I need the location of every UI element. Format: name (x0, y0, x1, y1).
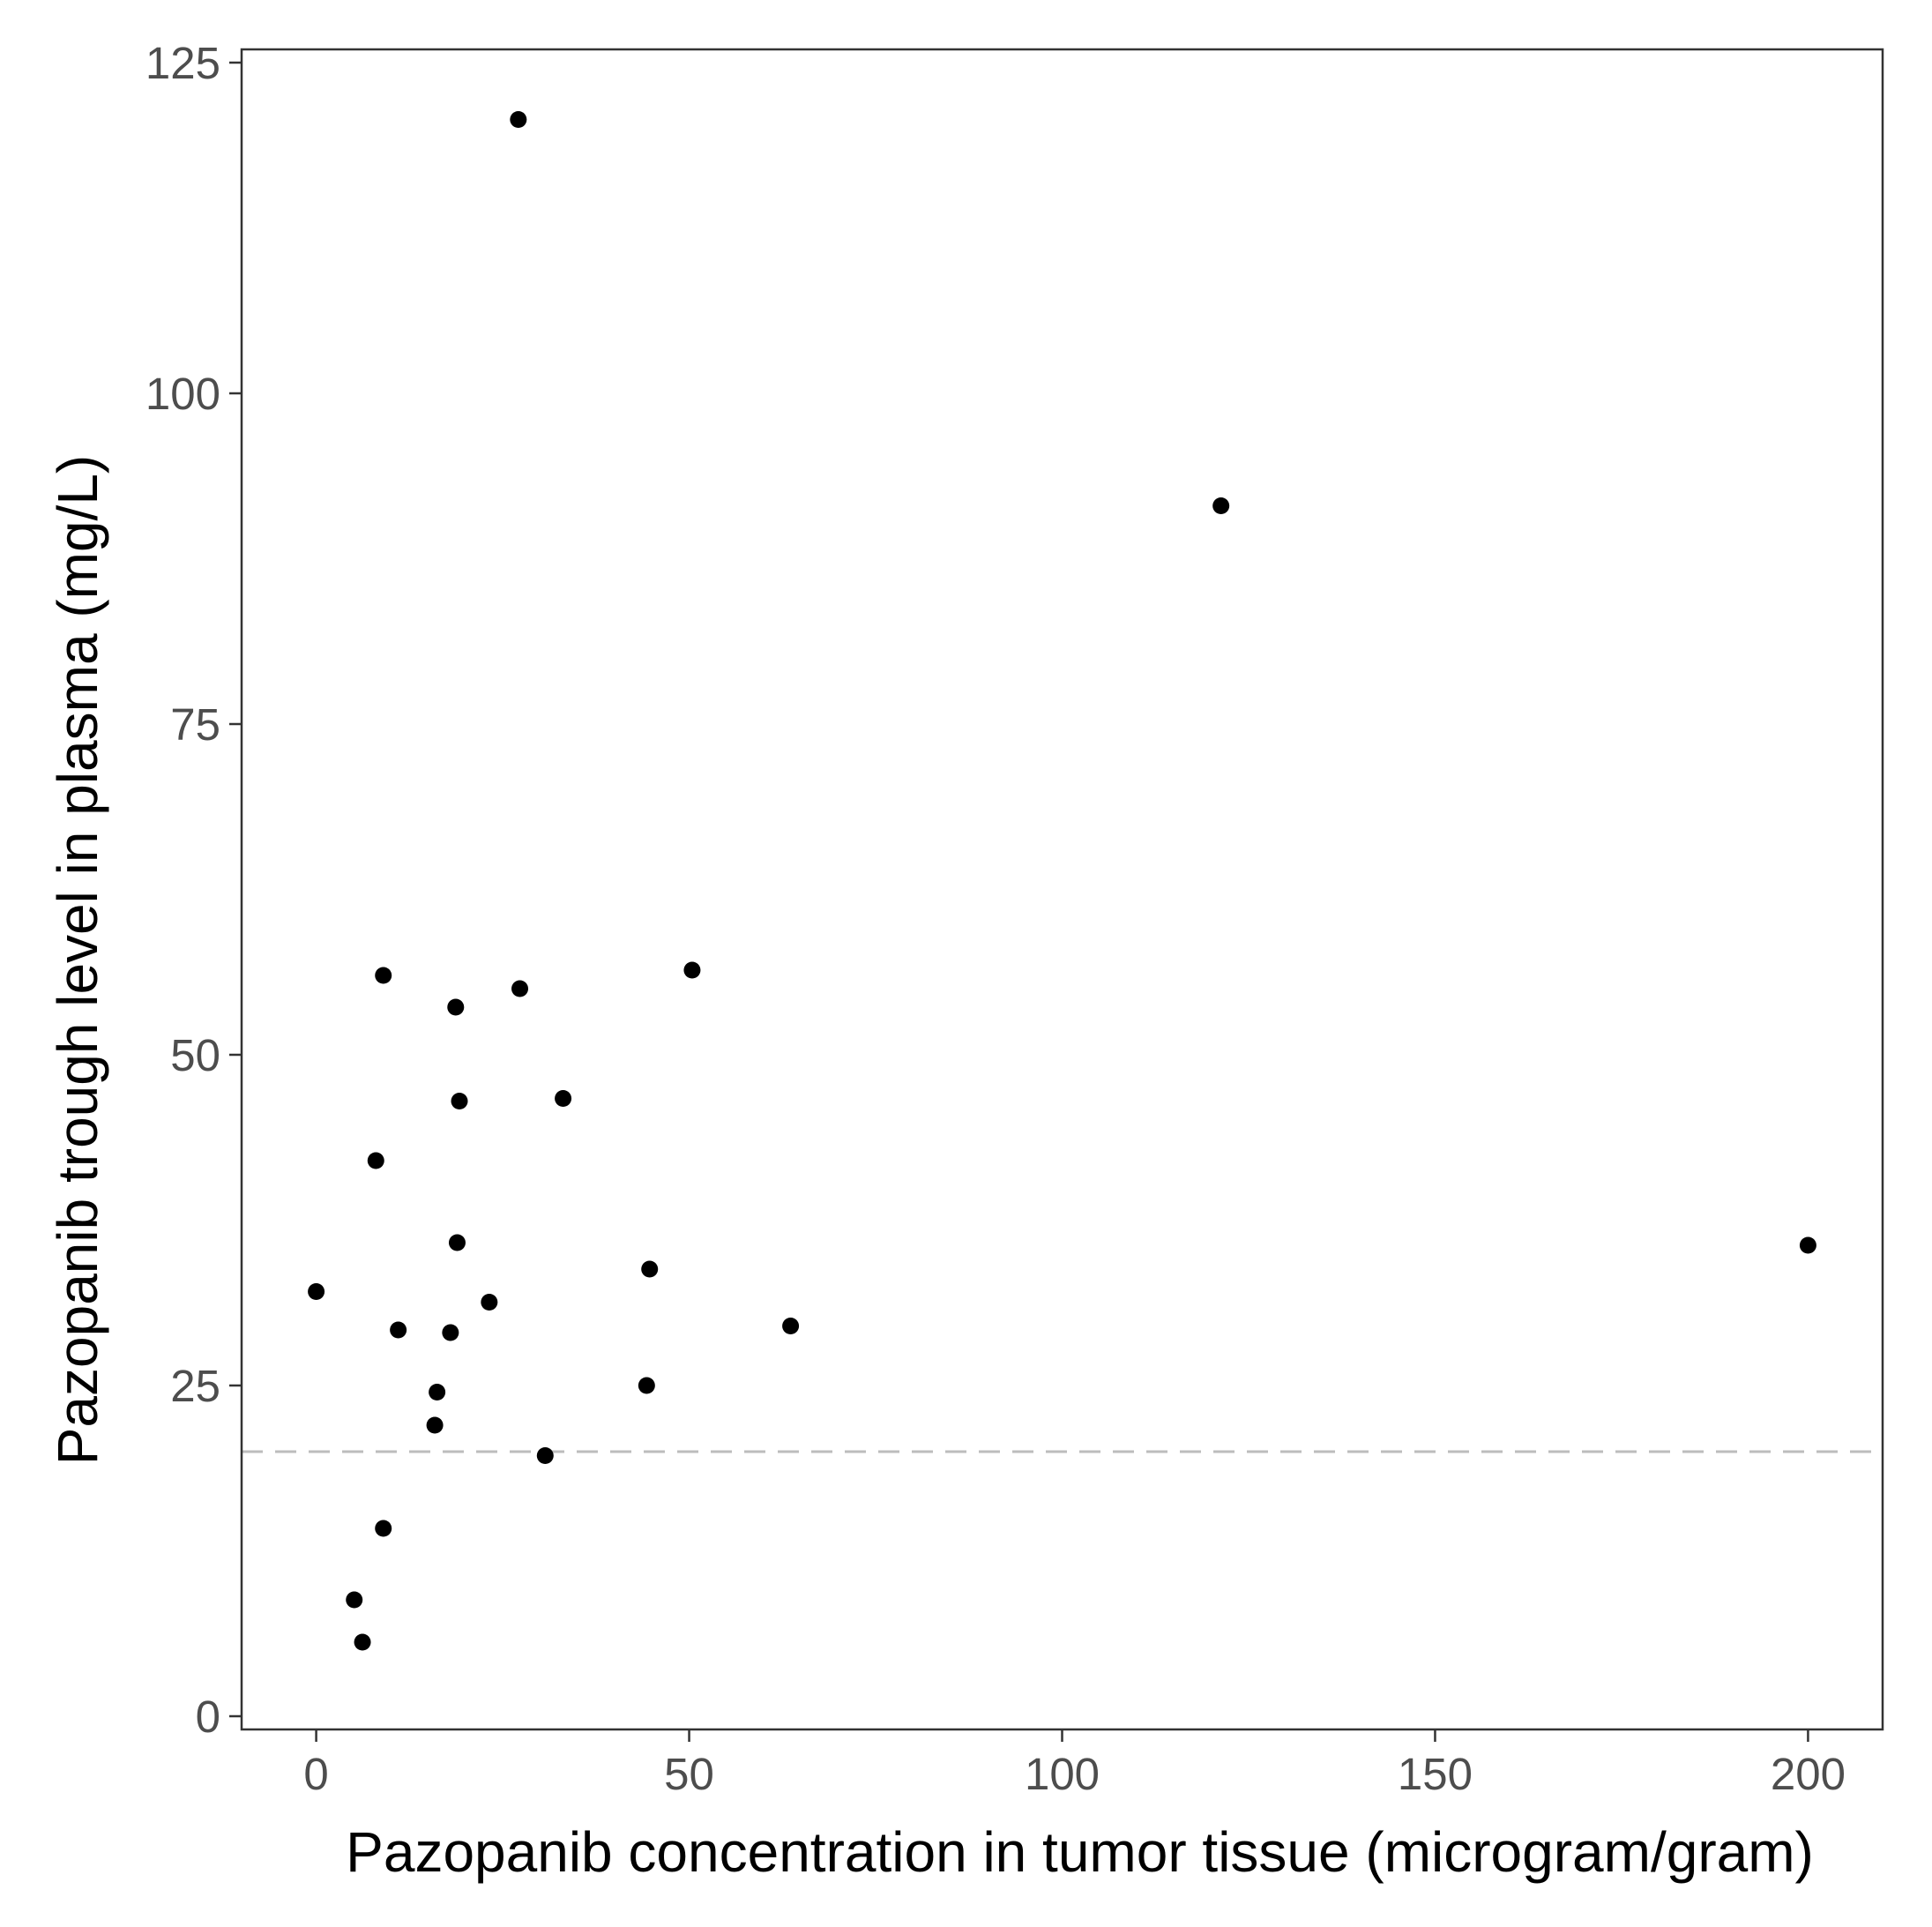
points-layer (308, 111, 1816, 1651)
data-point (447, 998, 465, 1016)
data-point (375, 967, 392, 984)
data-point (536, 1447, 554, 1464)
data-point (442, 1324, 459, 1341)
data-point (511, 980, 529, 997)
x-tick-label: 0 (303, 1749, 328, 1799)
y-tick-label: 25 (170, 1361, 220, 1411)
y-axis-title: Pazopanib trough level in plasma (mg/L) (46, 455, 109, 1466)
x-axis-title: Pazopanib concentration in tumor tissue … (346, 1820, 1814, 1884)
data-point (390, 1321, 407, 1339)
data-point (510, 111, 527, 128)
data-point (448, 1234, 466, 1251)
data-point (367, 1152, 384, 1169)
data-point (426, 1416, 444, 1434)
y-tick-label: 75 (170, 699, 220, 750)
y-tick-label: 0 (196, 1692, 220, 1742)
data-point (683, 961, 701, 979)
y-axis: 0 25 50 75 100 125 (145, 38, 242, 1742)
y-tick-label: 50 (170, 1030, 220, 1080)
x-tick-label: 100 (1025, 1749, 1100, 1799)
data-point (1799, 1236, 1816, 1254)
data-point (308, 1283, 325, 1300)
x-tick-label: 200 (1771, 1749, 1846, 1799)
data-point (555, 1090, 572, 1107)
data-point (782, 1318, 800, 1334)
data-point (346, 1591, 363, 1609)
x-tick-label: 150 (1398, 1749, 1473, 1799)
data-point (429, 1384, 446, 1400)
y-tick-label: 100 (145, 369, 220, 419)
x-tick-label: 50 (664, 1749, 714, 1799)
y-tick-label: 125 (145, 38, 220, 88)
x-axis: 0 50 100 150 200 (303, 1729, 1846, 1799)
data-point (641, 1260, 659, 1278)
data-point (481, 1294, 498, 1311)
data-point (375, 1520, 392, 1537)
data-point (451, 1093, 468, 1109)
data-point (1212, 497, 1230, 514)
data-point (354, 1633, 371, 1651)
data-point (638, 1377, 655, 1394)
